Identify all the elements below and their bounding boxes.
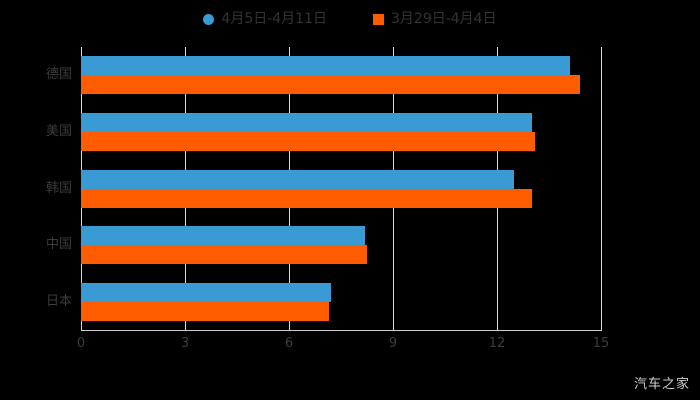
x-axis-label-3: 3 (180, 336, 190, 351)
y-axis-labels: 德国美国韩国中国日本 (0, 47, 72, 330)
bar-4-series-0[interactable] (81, 283, 331, 302)
watermark: 汽车之家 (633, 377, 690, 392)
y-axis-label-2: 韩国 (45, 181, 72, 196)
x-axis-label-15: 15 (592, 336, 610, 351)
bar-3-series-1[interactable] (81, 245, 367, 264)
gridline-15 (601, 47, 602, 330)
bar-1-series-1[interactable] (81, 132, 535, 151)
x-axis-line (81, 330, 602, 331)
y-axis-label-4: 日本 (45, 294, 72, 309)
chart-legend: 4月5日-4月11日 3月29日-4月4日 (0, 8, 700, 30)
y-axis-label-0: 德国 (45, 67, 72, 82)
bar-0-series-1[interactable] (81, 75, 580, 94)
legend-marker-square-icon (373, 13, 384, 25)
legend-label-series-2: 3月29日-4月4日 (391, 10, 497, 27)
legend-label-series-1: 4月5日-4月11日 (221, 10, 327, 27)
bar-2-series-0[interactable] (81, 170, 514, 189)
legend-marker-circle-icon (203, 13, 215, 25)
y-axis-label-3: 中国 (45, 237, 72, 252)
y-axis-label-1: 美国 (45, 124, 72, 139)
plot-area (81, 47, 602, 330)
bar-0-series-0[interactable] (81, 56, 570, 75)
bar-3-series-0[interactable] (81, 226, 365, 245)
bar-4-series-1[interactable] (81, 302, 329, 321)
x-axis-label-0: 0 (76, 336, 86, 351)
legend-item-series-2[interactable]: 3月29日-4月4日 (373, 10, 497, 27)
x-axis-label-9: 9 (388, 336, 398, 351)
x-axis-label-12: 12 (488, 336, 506, 351)
legend-item-series-1[interactable]: 4月5日-4月11日 (203, 10, 327, 27)
x-axis-tick-labels: 0 3 6 9 12 15 (0, 336, 700, 356)
bar-2-series-1[interactable] (81, 189, 532, 208)
x-axis-label-6: 6 (284, 336, 294, 351)
bar-1-series-0[interactable] (81, 113, 532, 132)
